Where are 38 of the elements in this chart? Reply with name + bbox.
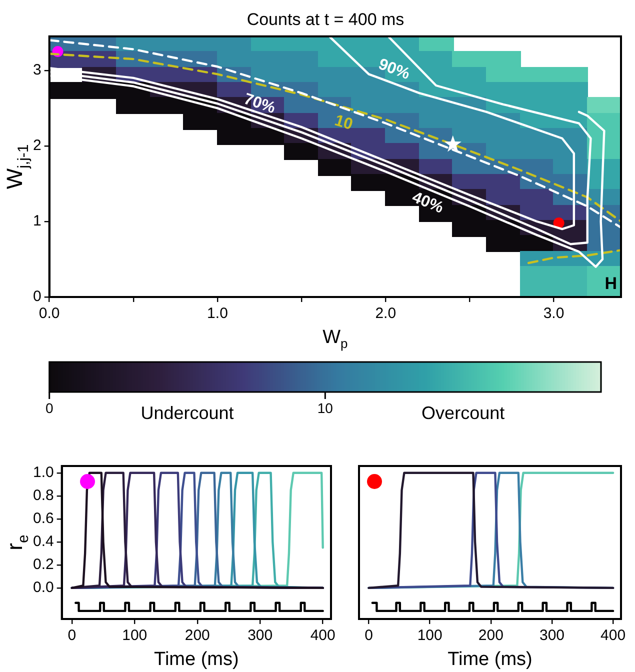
text: 70% — [242, 90, 278, 118]
x-tick-label: 100 — [417, 627, 442, 644]
text: 90% — [376, 56, 412, 84]
point — [444, 135, 462, 152]
x-axis-title: Time (ms) — [448, 649, 532, 670]
y-tick-label: 0.8 — [32, 487, 54, 504]
y-tick-label: 3 — [33, 62, 42, 79]
x-axis-title: Time (ms) — [154, 649, 239, 670]
y-tick-label: 0.0 — [32, 579, 54, 596]
text: Undercount — [140, 402, 234, 423]
x-tick-label: 200 — [478, 627, 504, 644]
y-tick-label: 0.2 — [32, 556, 54, 574]
x-tick-label: 3.0 — [543, 305, 564, 322]
x-tick-label: 300 — [248, 627, 273, 644]
x-tick-label: 200 — [184, 627, 210, 644]
y-axis-title: Wj,j-1 — [2, 144, 32, 190]
x-tick-label: 2.0 — [375, 305, 396, 322]
x-tick-label: 1.0 — [207, 305, 228, 322]
y-tick-label: 2 — [33, 137, 42, 154]
y-tick-label: 1.0 — [32, 464, 54, 482]
text: 40% — [410, 188, 446, 217]
y-tick-label: 1 — [33, 212, 42, 230]
x-tick-label: 0 — [364, 627, 373, 644]
annotation: H — [604, 274, 617, 294]
x-tick-label: 400 — [310, 627, 336, 644]
y-tick-label: 0.6 — [32, 510, 54, 528]
point — [553, 217, 564, 228]
x-tick-label: 300 — [539, 627, 565, 644]
text: Overcount — [422, 402, 505, 423]
y-axis-title: re — [2, 534, 32, 550]
y-tick-label: 0.4 — [32, 533, 54, 550]
text: 10 — [332, 112, 355, 134]
y-tick-label: 0 — [33, 288, 42, 306]
color-bar-label: 10 — [317, 400, 334, 416]
x-tick-label: 0 — [68, 627, 76, 644]
x-tick-label: 400 — [600, 627, 626, 644]
x-tick-label: 100 — [122, 627, 148, 644]
chart-title: Counts at t = 400 ms — [246, 10, 404, 29]
